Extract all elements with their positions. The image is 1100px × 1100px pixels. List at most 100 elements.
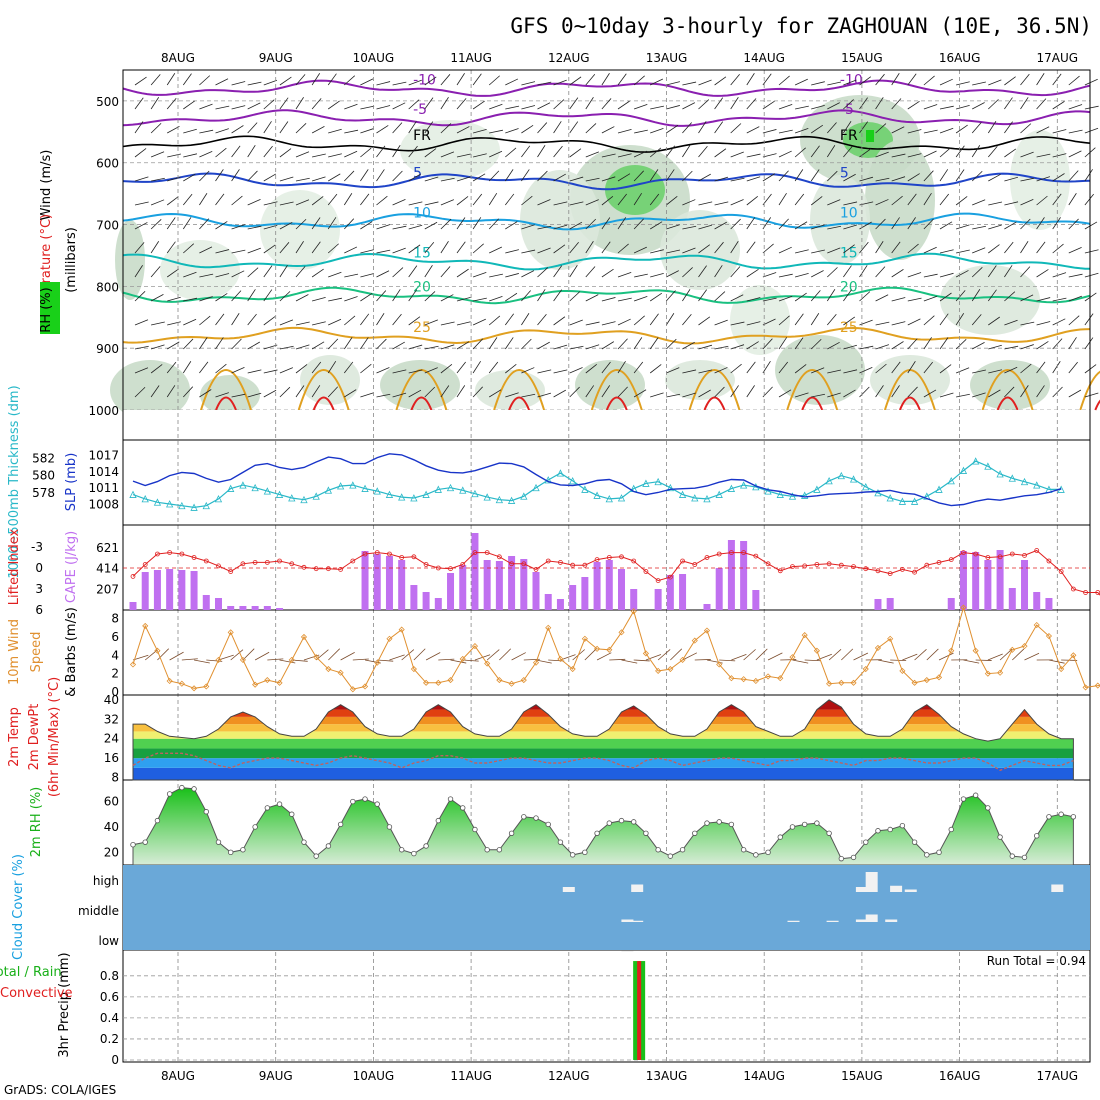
- axis-label-li: Lifted Index: [7, 528, 22, 605]
- wind-barb: [972, 102, 985, 110]
- lifted-index-point: [460, 562, 466, 567]
- wind-barb: [263, 344, 278, 350]
- wind-barb: [505, 78, 519, 86]
- wind-barb: [1052, 217, 1061, 230]
- wind-barb: [923, 218, 934, 230]
- wind-barb: [843, 121, 852, 134]
- precip-tick: 0.4: [100, 1011, 119, 1025]
- wind-barb: [650, 249, 664, 254]
- wind-barb: [746, 73, 755, 86]
- thickness-point: [776, 490, 784, 498]
- rh2m-point: [838, 855, 845, 862]
- wind-barb: [456, 73, 465, 86]
- wind-barb: [424, 242, 435, 254]
- wind-barb: [231, 145, 241, 158]
- wind-barb: [1020, 151, 1034, 158]
- wind-barb: [891, 195, 903, 206]
- wind-barb: [859, 241, 869, 254]
- wind-barb: [295, 97, 304, 110]
- wind-barb: [327, 73, 337, 86]
- wind-barb: [199, 315, 211, 326]
- rh-shade: [970, 360, 1050, 410]
- wind10m-point: [264, 677, 271, 684]
- cape-bar: [398, 560, 406, 610]
- wind-barb: [633, 170, 644, 182]
- wind-barb: [182, 193, 193, 206]
- wind-barb: [682, 267, 693, 278]
- slp-line: [132, 453, 1062, 507]
- wind-barb: [730, 385, 739, 398]
- wind-barb: [1052, 272, 1067, 278]
- rh2m-point: [313, 853, 319, 859]
- cloud-bar-high: [631, 884, 644, 892]
- wind-barb: [810, 124, 824, 134]
- cape-bar: [630, 589, 638, 610]
- wind-barb: [456, 196, 469, 206]
- wind-barb: [923, 337, 932, 350]
- rh-shade: [160, 240, 240, 300]
- thickness-point: [739, 481, 748, 489]
- wind-barb: [360, 128, 374, 134]
- wind-barb: [408, 289, 418, 302]
- wind-barb: [263, 201, 278, 206]
- wind-barb: [424, 265, 433, 278]
- wind10m-barb: [633, 659, 650, 662]
- wind10m-tick: 2: [111, 667, 119, 681]
- wind-barb: [343, 361, 354, 374]
- wind-barb: [473, 297, 487, 302]
- wind-barb: [988, 224, 1002, 230]
- rh-shade: [300, 355, 360, 405]
- lifted-index-point: [924, 562, 930, 568]
- wind-barb: [955, 104, 970, 110]
- wind-barb: [875, 123, 887, 134]
- rh2m-tick: 40: [104, 820, 119, 834]
- wind-barb: [988, 316, 1001, 326]
- wind-barb: [569, 345, 584, 350]
- lifted-index-point: [179, 551, 185, 557]
- wind10m-point: [215, 656, 222, 663]
- wind-barb: [698, 244, 711, 254]
- wind-barb: [569, 221, 583, 230]
- wind-barb: [360, 392, 374, 398]
- lifted-index-point: [619, 554, 624, 560]
- rh-shade: [575, 360, 645, 410]
- wind-barb: [553, 316, 566, 326]
- wind10m-point: [997, 669, 1004, 676]
- rh2m-point: [203, 809, 209, 815]
- wind-barb: [1084, 364, 1097, 374]
- wind10m-point: [288, 656, 295, 663]
- wind-barb: [843, 244, 855, 254]
- wind-barb: [1084, 78, 1098, 86]
- wind-barb: [714, 291, 726, 302]
- wind-barb: [150, 199, 165, 206]
- wind10m-tick: 6: [111, 630, 119, 644]
- wind-barb: [762, 100, 775, 110]
- precip-tick: 0: [111, 1053, 119, 1067]
- wind-barb: [939, 169, 949, 182]
- wind-barb: [553, 265, 563, 278]
- wind-barb: [247, 122, 258, 134]
- axis-label-rh2m: 2m RH (%): [29, 787, 44, 858]
- wind-barb: [746, 217, 756, 230]
- wind-barb: [215, 337, 224, 350]
- wind10m-point: [618, 629, 625, 636]
- wind-barb: [166, 268, 179, 278]
- wind-barb: [1068, 129, 1083, 134]
- wind-barb: [166, 361, 177, 374]
- wind-barb: [988, 99, 999, 110]
- lifted-index-point: [1046, 558, 1052, 564]
- wind-barb: [392, 313, 402, 326]
- isotherm--10: [122, 79, 1091, 97]
- wind-barb: [521, 270, 535, 278]
- date-label-top: 14AUG: [743, 51, 785, 65]
- wind-barb: [182, 361, 192, 374]
- wind-barb: [1020, 218, 1031, 230]
- wind-barb: [714, 97, 724, 110]
- wind-barb: [843, 201, 858, 206]
- wind10m-point: [1094, 682, 1100, 689]
- wind-barb: [183, 338, 194, 350]
- wind-barb: [247, 81, 262, 86]
- wind-barb: [843, 173, 856, 182]
- rh2m-point: [460, 805, 466, 811]
- isotherm-label: 10: [413, 205, 431, 221]
